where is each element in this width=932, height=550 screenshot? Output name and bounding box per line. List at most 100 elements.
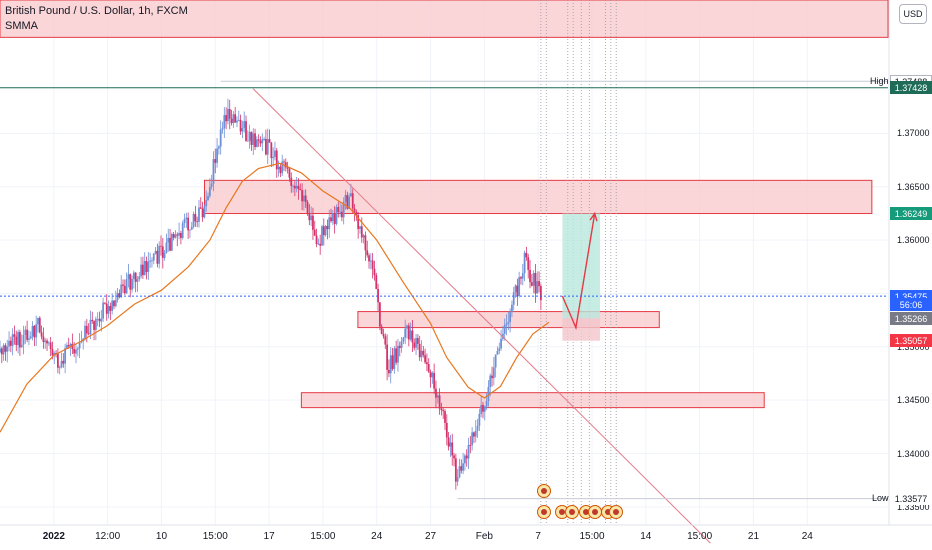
candle-body: [248, 131, 251, 141]
descending-trendline[interactable]: [252, 88, 711, 544]
candle-body: [66, 345, 68, 349]
candle-body: [297, 185, 300, 190]
candle-body: [123, 285, 126, 294]
candle-body: [351, 193, 354, 209]
candle-body: [413, 342, 416, 348]
candle-body: [433, 372, 436, 389]
candle-body: [228, 108, 231, 119]
candle-body: [536, 281, 539, 294]
candle-body: [87, 333, 90, 335]
candle-body: [58, 367, 61, 369]
candle-body: [478, 413, 481, 426]
candle-body: [369, 260, 372, 262]
candle-body: [303, 195, 305, 202]
candle-body: [187, 217, 190, 231]
candle-body: [512, 292, 515, 305]
candle-body: [386, 344, 389, 370]
candle-body: [340, 211, 343, 218]
candle-body: [304, 195, 307, 203]
candle-body: [55, 353, 57, 354]
candle-body: [261, 139, 264, 144]
currency-button[interactable]: USD: [899, 4, 927, 24]
candle-body: [391, 355, 394, 369]
economic-event-icon[interactable]: [587, 505, 602, 519]
candle-body: [125, 279, 128, 294]
candle-body: [120, 284, 123, 298]
candle-body: [451, 442, 454, 456]
economic-event-icon[interactable]: [536, 484, 551, 498]
candle-body: [246, 140, 249, 142]
time-tick-label: 21: [747, 531, 760, 542]
price-label: 1.35266: [890, 311, 932, 325]
candle-body: [333, 213, 336, 224]
candle-body: [348, 196, 351, 209]
candle-body: [406, 325, 408, 329]
candle-body: [286, 167, 289, 169]
candle-body: [49, 342, 52, 350]
candle-body: [85, 325, 88, 334]
time-tick-label: 2022: [42, 531, 65, 542]
high-tag: High: [870, 75, 889, 86]
candle-body: [321, 226, 323, 246]
candle-body: [94, 319, 97, 330]
candle-body: [98, 318, 101, 322]
candle-body: [189, 229, 191, 231]
candle-body: [194, 213, 197, 222]
candle-body: [161, 246, 164, 258]
candle-body: [483, 406, 486, 412]
candle-body: [514, 285, 517, 293]
candle-body: [17, 332, 19, 346]
candle-body: [527, 257, 530, 270]
zone-rect: [204, 179, 873, 215]
economic-event-icon[interactable]: [564, 505, 579, 519]
candle-body: [530, 282, 533, 286]
candle-body: [105, 303, 108, 314]
candle-body: [375, 275, 378, 289]
candle-body: [199, 207, 202, 209]
low-tag: Low: [872, 493, 889, 504]
indicator-label[interactable]: SMMA: [5, 20, 38, 32]
candle-body: [471, 432, 474, 446]
price-label: 1.36249: [890, 207, 932, 221]
candle-body: [407, 325, 410, 340]
candle-body: [331, 213, 334, 222]
candle-body: [22, 335, 25, 345]
candle-body: [143, 260, 146, 276]
candle-body: [237, 119, 240, 121]
candle-body: [138, 276, 141, 280]
candle-body: [444, 411, 446, 423]
candle-body: [196, 221, 199, 223]
time-tick-label: 7: [535, 531, 541, 542]
candle-body: [76, 348, 79, 350]
arrow-head: [589, 211, 598, 222]
candle-body: [462, 463, 464, 471]
price-label: 1.37428: [890, 81, 932, 95]
long-position-tool[interactable]: [562, 213, 601, 341]
candle-body: [67, 345, 70, 347]
candle-body: [429, 371, 432, 378]
candle-body: [216, 148, 218, 163]
candle-body: [156, 250, 159, 264]
time-tick-label: Feb: [475, 531, 493, 542]
candle-body: [315, 235, 318, 245]
candle-body: [272, 156, 275, 159]
candle-body: [353, 208, 356, 213]
candle-body: [295, 185, 298, 189]
candle-body: [62, 360, 65, 364]
candle-body: [511, 304, 513, 313]
time-tick-label: 15:00: [310, 531, 336, 542]
candle-body: [13, 334, 16, 337]
candle-body: [9, 340, 12, 346]
candle-body: [523, 252, 526, 274]
candle-body: [208, 186, 211, 197]
economic-event-icon[interactable]: [536, 505, 551, 519]
candle-body: [368, 255, 370, 262]
economic-event-icon[interactable]: [609, 505, 624, 519]
candle-body: [463, 455, 466, 464]
candle-body: [263, 138, 266, 140]
candle-body: [416, 338, 419, 344]
candle-body: [131, 278, 133, 290]
candle-body: [51, 349, 54, 356]
candle-body: [257, 139, 260, 141]
